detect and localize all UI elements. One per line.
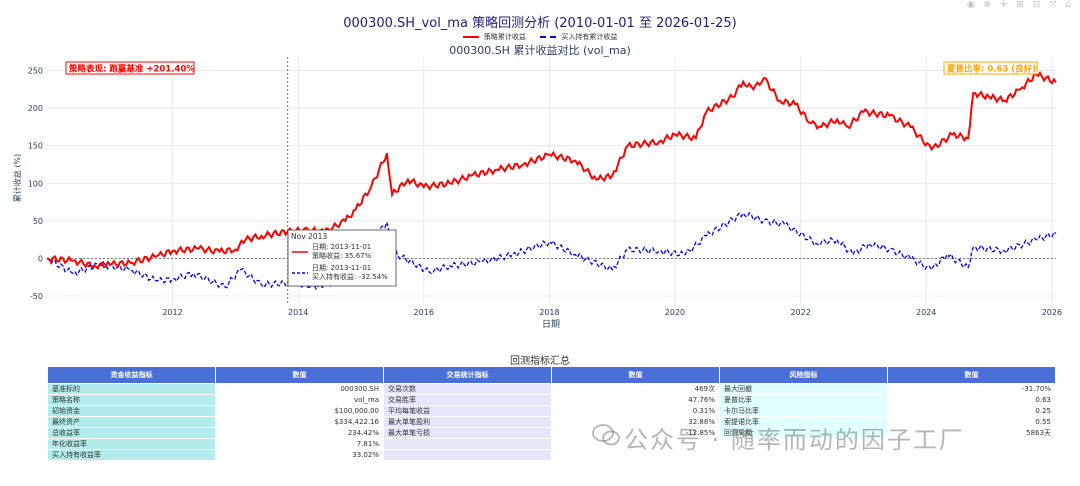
table-cell <box>383 449 552 461</box>
table-cell: 最终资产 <box>47 416 216 428</box>
table-cell: 最大回撤 <box>719 383 888 395</box>
table-cell: vol_ma <box>215 394 384 406</box>
table-header-cell: 数值 <box>551 366 720 384</box>
table-row: 基准标的 000300.SH 交易次数 469次 最大回撤 -31.70% <box>47 383 1056 395</box>
table-row: 总收益率 234.42% 最大单笔亏损 -12.85% 回测周期 5863天 <box>47 427 1056 439</box>
tooltip-line2: 策略收益: 35.67% <box>312 251 372 260</box>
table-row: 买入持有收益率 33.02% <box>47 449 1056 461</box>
table-cell: 交易次数 <box>383 383 552 395</box>
y-tick-labels: -50 0 50 100 150 200 250 <box>28 67 43 301</box>
annotation-left-text: 策略表现: 跑赢基准 +201.40% <box>68 64 195 75</box>
legend-line-strategy <box>462 36 479 38</box>
y-tick-label: 200 <box>28 104 43 113</box>
table-cell: 交易胜率 <box>383 394 552 406</box>
tooltip-line1: 日期: 2013-11-01 <box>312 243 371 251</box>
legend-item-buyhold[interactable]: 买入持有累计收益 <box>540 32 617 42</box>
table-cell: $100,000.00 <box>215 405 384 417</box>
table-row: 最终资产 $334,422.16 最大单笔盈利 32.88% 索提诺比率 0.55 <box>47 416 1056 428</box>
table-title: 回测指标汇总 <box>510 356 570 367</box>
table-cell: 0.63 <box>887 394 1056 406</box>
x-tick-label: 2020 <box>665 308 685 317</box>
table-cell: $334,422.16 <box>215 416 384 428</box>
legend[interactable]: 策略累计收益 买入持有累计收益 <box>0 32 1080 42</box>
series-line-buy-and-hold <box>46 211 1057 291</box>
table-header-cell: 数值 <box>215 366 384 384</box>
table-cell: 总收益率 <box>47 427 216 439</box>
table-row: 年化收益率 7.81% <box>47 438 1056 450</box>
annotation-left: 策略表现: 跑赢基准 +201.40% <box>65 61 195 75</box>
legend-label-strategy: 策略累计收益 <box>483 33 526 41</box>
x-tick-label: 2018 <box>539 308 559 317</box>
x-tick-label: 2024 <box>916 308 936 317</box>
hover-tooltip: Nov 2013 日期: 2013-11-01 策略收益: 35.67% 日期:… <box>287 229 397 287</box>
table-cell: 0.25 <box>887 405 1056 417</box>
x-tick-label: 2022 <box>790 308 810 317</box>
metrics-table: 资金收益指标 数值 交易统计指标 数值 风险指标 数值 基准标的 000300.SH 交易次数… <box>47 366 1056 461</box>
table-header-row: 资金收益指标 数值 交易统计指标 数值 风险指标 数值 <box>47 366 1056 384</box>
table-cell: 年化收益率 <box>47 438 216 450</box>
y-tick-label: 250 <box>28 67 43 76</box>
modebar-icons[interactable]: ◉ ⊕ ✛ ⊞ ⊟ ⤧ ⌂ <box>966 0 1074 10</box>
table-cell <box>887 449 1056 461</box>
table-row: 初始资金 $100,000.00 平均每笔收益 0.31% 卡尔马比率 0.25 <box>47 405 1056 417</box>
x-axis-label: 日期 <box>542 319 560 330</box>
table-cell: 买入持有收益率 <box>47 449 216 461</box>
x-tick-label: 2014 <box>288 308 308 317</box>
table-cell: 234.42% <box>215 427 384 439</box>
y-tick-label: 150 <box>28 142 43 151</box>
table-header-cell: 资金收益指标 <box>47 366 216 384</box>
table-cell: 初始资金 <box>47 405 216 417</box>
table-cell: -31.70% <box>887 383 1056 395</box>
y-tick-label: 0 <box>38 254 43 263</box>
y-axis-label: 累计收益 (%) <box>12 154 22 202</box>
x-tick-label: 2026 <box>1042 308 1062 317</box>
table-cell: 7.81% <box>215 438 384 450</box>
table-header-cell: 风险指标 <box>719 366 888 384</box>
table-row: 策略名称 vol_ma 交易胜率 47.76% 夏普比率 0.63 <box>47 394 1056 406</box>
table-cell: 最大单笔亏损 <box>383 427 552 439</box>
table-cell <box>383 438 552 450</box>
annotation-right: 夏普比率: 0.63 (良好) <box>943 61 1038 75</box>
chart-title: 000300.SH 累计收益对比 (vol_ma) <box>449 44 631 57</box>
table-header-cell: 交易统计指标 <box>383 366 552 384</box>
table-cell: 卡尔马比率 <box>719 405 888 417</box>
x-tick-label: 2016 <box>414 308 434 317</box>
series-line-strategy <box>46 70 1057 270</box>
x-tick-labels: 2012 2014 2016 2018 2020 2022 2024 2026 <box>162 308 1062 317</box>
table-cell: 469次 <box>551 383 720 395</box>
table-cell: 0.31% <box>551 405 720 417</box>
table-cell: 夏普比率 <box>719 394 888 406</box>
table-body: 基准标的 000300.SH 交易次数 469次 最大回撤 -31.70% 策略名称 vol_… <box>47 383 1056 461</box>
table-cell: 47.76% <box>551 394 720 406</box>
table-cell: 基准标的 <box>47 383 216 395</box>
table-cell: 策略名称 <box>47 394 216 406</box>
legend-line-buyhold <box>540 36 557 38</box>
table-cell: 33.02% <box>215 449 384 461</box>
annotation-right-text: 夏普比率: 0.63 (良好) <box>946 64 1036 75</box>
y-tick-label: 100 <box>28 179 43 188</box>
tooltip-line3: 日期: 2013-11-01 <box>312 264 371 272</box>
tooltip-line4: 买入持有收益: -32.54% <box>312 272 388 281</box>
table-cell: 平均每笔收益 <box>383 405 552 417</box>
legend-label-buyhold: 买入持有累计收益 <box>561 33 618 41</box>
main-title: 000300.SH_vol_ma 策略回测分析 (2010-01-01 至 20… <box>343 16 737 31</box>
watermark: 公众号 · 随率而动的因子工厂 <box>624 426 965 454</box>
table-cell: 最大单笔盈利 <box>383 416 552 428</box>
tooltip-header: Nov 2013 <box>291 232 327 241</box>
grid-lines <box>47 57 1056 305</box>
wechat-icon <box>592 424 620 446</box>
y-tick-label: -50 <box>30 292 43 301</box>
table-header-cell: 数值 <box>887 366 1056 384</box>
x-tick-label: 2012 <box>162 308 182 317</box>
legend-item-strategy[interactable]: 策略累计收益 <box>462 32 526 42</box>
y-tick-label: 50 <box>33 217 43 226</box>
table-cell: 000300.SH <box>215 383 384 395</box>
